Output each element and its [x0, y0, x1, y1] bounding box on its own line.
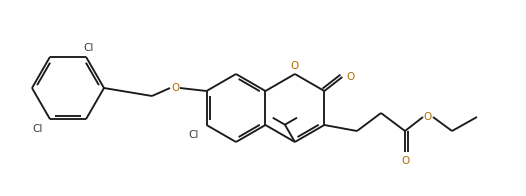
- Text: O: O: [346, 72, 355, 82]
- Text: O: O: [171, 83, 179, 93]
- Text: Cl: Cl: [33, 124, 43, 134]
- Text: Cl: Cl: [188, 130, 199, 140]
- Text: O: O: [424, 112, 432, 122]
- Text: Cl: Cl: [84, 43, 94, 53]
- Text: O: O: [291, 61, 299, 71]
- Text: O: O: [401, 156, 409, 166]
